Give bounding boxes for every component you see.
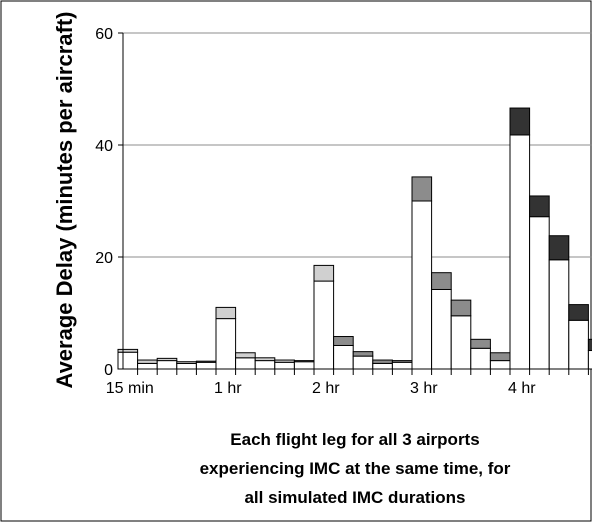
bar-base-segment <box>274 361 295 370</box>
bar-base-segment <box>529 216 550 370</box>
bar-delay-segment <box>352 351 374 357</box>
x-tick-label: 3 hr <box>410 380 438 397</box>
bar-delay-segment <box>254 357 276 362</box>
bar-delay-segment <box>529 195 550 218</box>
x-tick-label: 15 min <box>106 380 154 397</box>
x-ticks: 15 min 1 hr 2 hr 3 hr 4 hr <box>106 369 589 397</box>
bar-delay-segment <box>235 352 256 359</box>
y-tick-label: 40 <box>95 138 113 155</box>
bar-base-segment <box>568 319 589 370</box>
bar-delay-segment <box>431 272 452 290</box>
bar-delay-segment <box>391 360 413 363</box>
x-axis-label-line: Each flight leg for all 3 airports <box>230 430 479 449</box>
bar-base-segment <box>235 357 256 370</box>
bar-delay-segment <box>372 359 393 364</box>
bar-delay-segment <box>489 352 511 362</box>
bar-base-segment <box>333 344 354 370</box>
bar-delay-segment <box>450 299 472 317</box>
bar-delay-segment <box>137 359 158 364</box>
bar-base-segment <box>254 360 276 370</box>
bar-delay-segment <box>195 360 217 363</box>
bar-delay-segment <box>176 361 197 364</box>
y-ticks: 0 20 40 60 <box>95 26 123 379</box>
bar-base-segment <box>117 351 139 370</box>
bar-base-segment <box>450 315 472 370</box>
bar-delay-segment <box>156 357 178 362</box>
bar-delay-segment <box>293 360 315 363</box>
bar-base-segment <box>293 361 315 370</box>
y-tick-label: 20 <box>95 250 113 267</box>
y-tick-label: 0 <box>104 362 113 379</box>
bar-delay-segment <box>313 264 335 282</box>
bar-base-segment <box>313 280 335 370</box>
x-tick-label: 4 hr <box>508 380 536 397</box>
bar-base-segment <box>391 361 413 370</box>
bar-base-segment <box>470 347 491 370</box>
x-axis-label: Each flight leg for all 3 airports experi… <box>200 430 511 507</box>
bar-delay-segment <box>587 338 592 352</box>
bar-delay-segment <box>568 304 589 321</box>
bar-delay-segment <box>548 235 570 261</box>
bar-base-segment <box>215 318 237 370</box>
bar-delay-segment <box>509 107 531 136</box>
bar-base-segment <box>195 361 217 370</box>
y-axis-label: Average Delay (minutes per aircraft) <box>52 12 77 389</box>
bars <box>117 107 592 370</box>
bar-base-segment <box>352 355 374 370</box>
bar-delay-segment <box>333 336 354 346</box>
bar-base-segment <box>587 350 592 370</box>
bar-base-segment <box>548 259 570 370</box>
bar-base-segment <box>176 362 197 370</box>
bar-delay-segment <box>215 306 237 320</box>
bar-base-segment <box>509 134 531 370</box>
bar-delay-segment <box>117 348 139 353</box>
bar-base-segment <box>372 362 393 370</box>
bar-delay-segment <box>274 359 295 363</box>
bar-base-segment <box>411 200 433 370</box>
bar-base-segment <box>431 288 452 370</box>
x-axis-label-line: experiencing IMC at the same time, for <box>200 459 511 478</box>
bar-base-segment <box>156 360 178 370</box>
x-tick-label: 1 hr <box>214 380 242 397</box>
x-axis-label-line: all simulated IMC durations <box>244 488 465 507</box>
bar-base-segment <box>137 362 158 370</box>
x-tick-label: 2 hr <box>312 380 340 397</box>
y-tick-label: 60 <box>95 26 113 43</box>
bar-base-segment <box>489 360 511 370</box>
bar-delay-segment <box>470 338 491 349</box>
bar-delay-segment <box>411 176 433 202</box>
